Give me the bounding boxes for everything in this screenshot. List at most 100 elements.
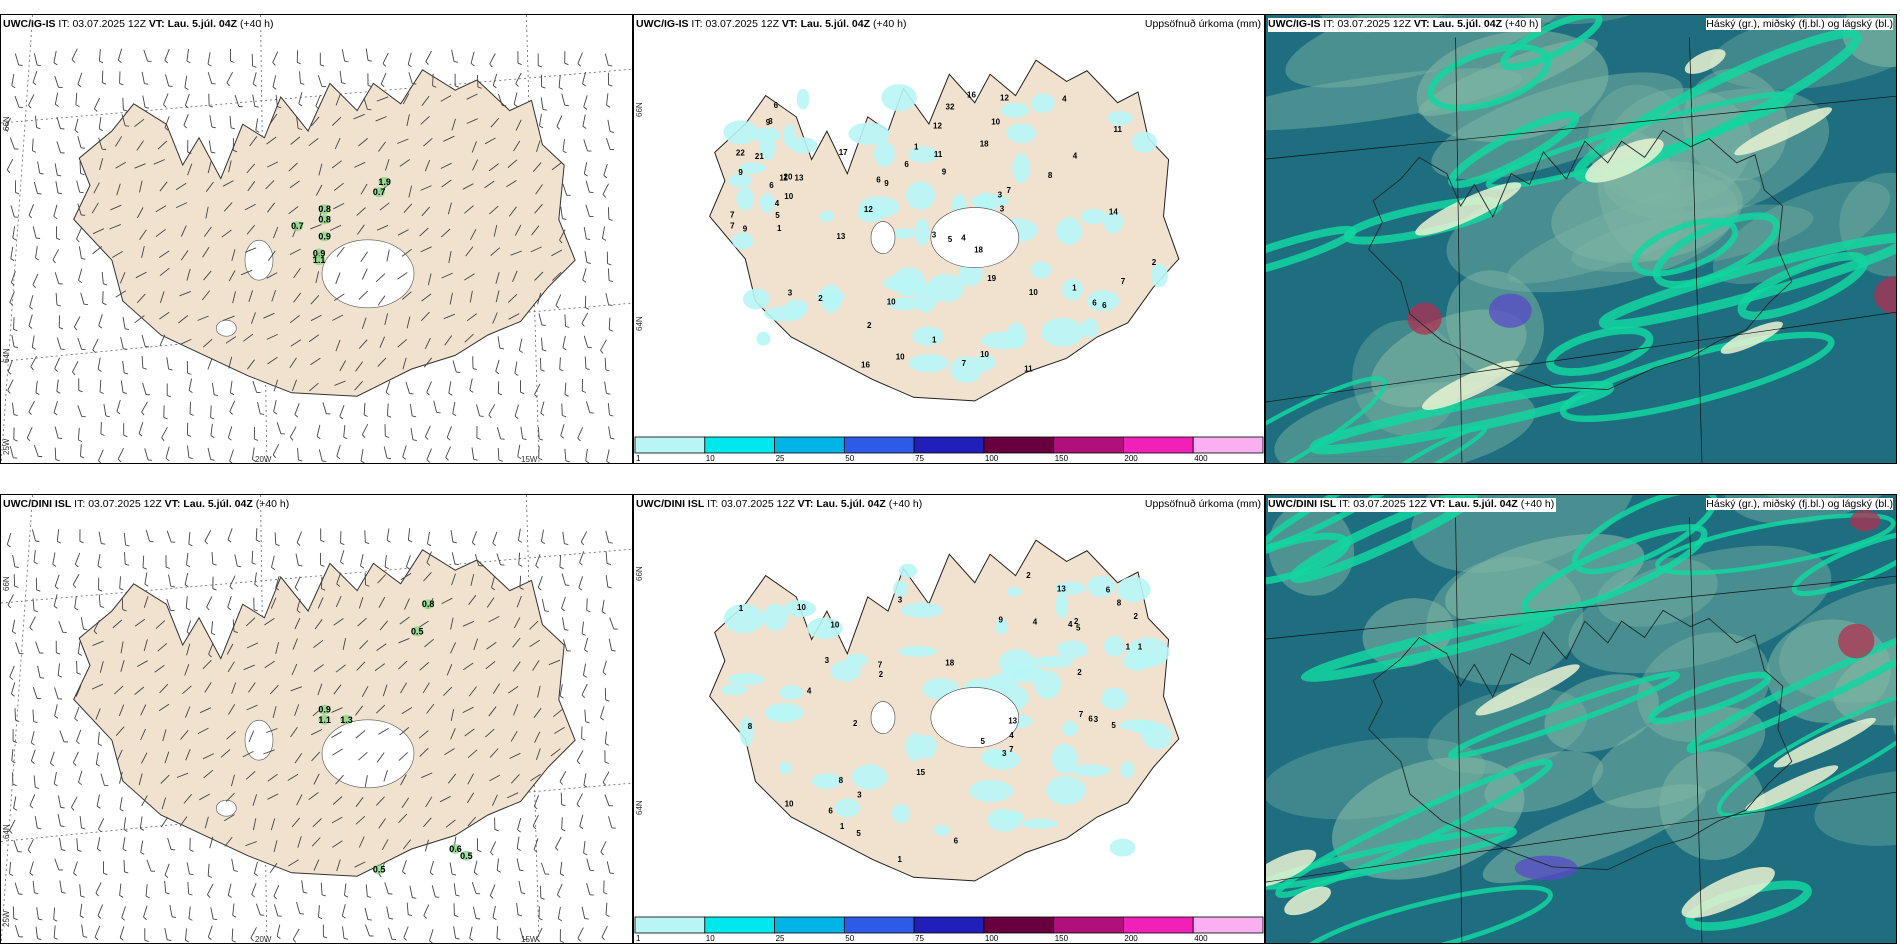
wind-barb <box>31 529 36 542</box>
wind-barb <box>291 817 301 828</box>
wind-barb-feather <box>582 390 586 393</box>
wind-barb <box>122 360 125 373</box>
wind-barb-feather <box>402 871 406 875</box>
wind-barb-feather <box>207 894 211 898</box>
wind-barb-feather <box>226 82 230 87</box>
wind-barb <box>473 638 479 651</box>
wind-barb-feather <box>608 64 613 67</box>
wind-barb <box>562 531 565 544</box>
wind-barb <box>209 836 214 849</box>
wind-barb <box>343 425 346 438</box>
wind-barb <box>211 551 214 564</box>
wind-barb <box>57 795 62 808</box>
wind-barb-feather <box>608 304 613 306</box>
wind-barb <box>203 769 214 779</box>
wind-barb-feather <box>123 829 128 832</box>
precip-area <box>788 137 818 154</box>
precip-area <box>743 288 770 310</box>
wind-barb <box>33 550 36 563</box>
wind-barb <box>53 400 58 413</box>
precip-value: 16 <box>861 361 870 370</box>
wind-barb-feather <box>142 367 147 370</box>
wind-barb <box>313 859 320 871</box>
wind-barb <box>516 858 520 871</box>
wind-barb <box>158 250 170 258</box>
wind-barb <box>159 181 168 192</box>
wind-barb-feather <box>211 151 216 154</box>
wind-barb <box>78 770 83 783</box>
wind-barb <box>581 312 589 324</box>
wind-barb <box>533 795 540 807</box>
wind-barb <box>11 619 16 632</box>
wind-barbs <box>6 528 618 943</box>
wind-barb <box>464 205 474 214</box>
wind-barb <box>77 337 83 350</box>
wind-barb <box>407 52 412 65</box>
wind-barb-feather <box>557 894 561 898</box>
wind-barb <box>140 840 144 853</box>
wind-barb-feather <box>275 587 280 591</box>
wind-barb <box>186 862 190 875</box>
wind-barb <box>251 447 255 460</box>
wind-barb <box>248 730 255 742</box>
precip-value: 5 <box>981 737 986 746</box>
wind-barb <box>468 686 477 697</box>
wind-barb <box>451 552 456 565</box>
wind-barb <box>10 682 16 695</box>
wind-barb-feather <box>489 895 494 899</box>
wind-barb-feather <box>9 873 14 877</box>
wind-barb-feather <box>562 218 567 220</box>
precip-areas <box>723 84 1168 383</box>
wind-barb <box>80 444 82 457</box>
wind-barb-feather <box>522 438 527 441</box>
wind-barb <box>110 204 122 211</box>
wind-barb-feather <box>277 106 282 109</box>
wind-barb <box>560 206 563 219</box>
wind-barb-feather <box>53 919 58 922</box>
wind-barb <box>203 270 212 281</box>
thick-cloud <box>1415 182 1522 236</box>
wind-barb <box>608 638 613 651</box>
wind-barb-feather <box>123 434 128 438</box>
precip-area <box>830 660 861 682</box>
wind-barb <box>466 792 475 804</box>
wind-barb <box>227 595 232 608</box>
wind-barb-feather <box>452 413 457 417</box>
wind-barb <box>206 596 213 608</box>
wind-barb <box>604 381 607 394</box>
wind-barb-feather <box>228 894 232 898</box>
wind-barb <box>606 93 609 106</box>
wind-barb-feather <box>342 915 346 919</box>
grid-line <box>1266 311 1896 403</box>
wind-barb-feather <box>298 103 303 107</box>
wind-barb <box>116 749 123 761</box>
wind-barb <box>605 551 608 564</box>
wind-barb <box>603 163 608 176</box>
wind-barb-feather <box>565 460 570 463</box>
wind-barb-feather <box>95 892 99 897</box>
wind-barb <box>421 293 432 302</box>
wind-barb <box>534 203 543 214</box>
precip-value: 17 <box>839 148 848 157</box>
wind-barb <box>54 163 58 176</box>
precip-area <box>763 306 805 322</box>
wind-barb <box>364 907 369 920</box>
wind-barb <box>37 161 41 174</box>
wind-barb <box>495 272 500 284</box>
wind-barb <box>339 550 345 562</box>
wind-barb <box>447 202 452 215</box>
gust-value: 1.1 <box>318 715 331 725</box>
precip-value: 3 <box>825 656 830 665</box>
precip-value: 9 <box>766 118 771 127</box>
wind-barb-feather <box>492 917 497 921</box>
wind-barb <box>205 181 214 192</box>
wind-barb-feather <box>186 631 191 635</box>
wind-barb-feather <box>78 653 83 656</box>
wind-barb-feather <box>11 85 16 89</box>
gust-value: 0.7 <box>373 187 386 197</box>
wind-barb-feather <box>561 828 566 832</box>
wind-barb-feather <box>608 84 613 87</box>
wind-barb <box>175 202 188 209</box>
wind-barb <box>54 447 57 460</box>
precip-value: 1 <box>932 336 937 345</box>
